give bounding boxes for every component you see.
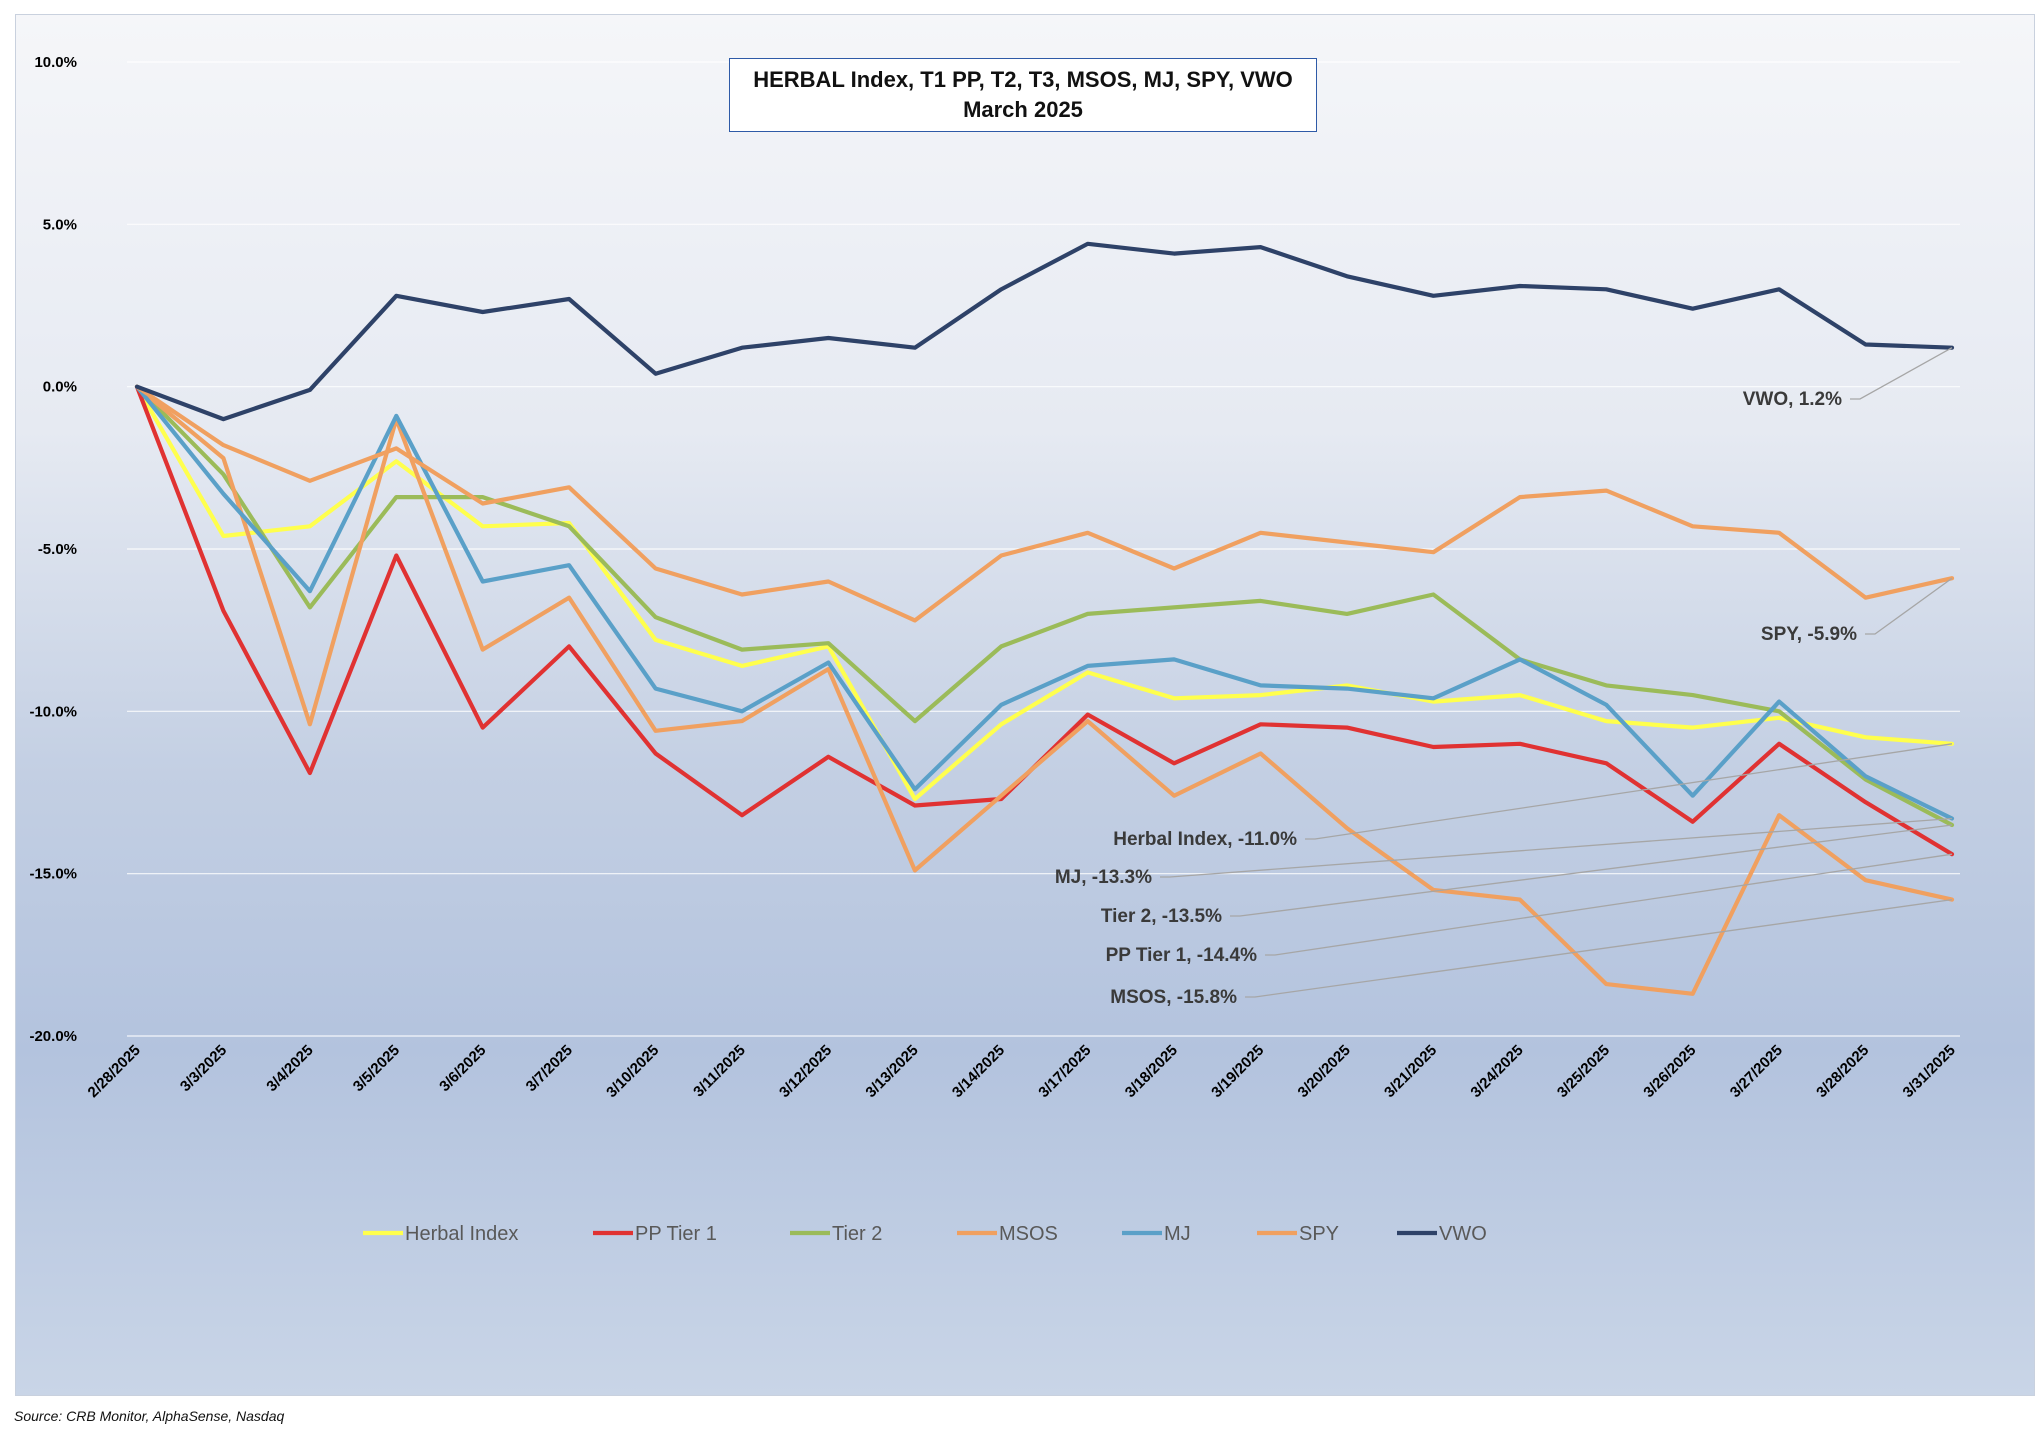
x-tick-label: 3/6/2025 xyxy=(436,1042,489,1095)
x-tick-label: 3/18/2025 xyxy=(1122,1042,1181,1101)
x-tick-label: 3/3/2025 xyxy=(177,1042,230,1095)
x-tick-label: 3/5/2025 xyxy=(350,1042,403,1095)
series-line-msos xyxy=(134,384,1955,996)
source-note: Source: CRB Monitor, AlphaSense, Nasdaq xyxy=(14,1408,285,1424)
chart-title: HERBAL Index, T1 PP, T2, T3, MSOS, MJ, S… xyxy=(753,67,1293,92)
y-tick-label: 0.0% xyxy=(43,379,77,396)
x-tick-label: 3/19/2025 xyxy=(1208,1042,1267,1101)
x-tick-label: 3/12/2025 xyxy=(776,1042,835,1101)
x-tick-label: 3/27/2025 xyxy=(1727,1042,1786,1101)
gridlines xyxy=(127,61,1960,1037)
chart-subtitle: March 2025 xyxy=(963,97,1083,122)
leader-line xyxy=(1305,743,1953,840)
legend: Herbal Index PP Tier 1 Tier 2 MSOS MJ SPY VWO xyxy=(363,1223,1487,1245)
y-tick-label: 10.0% xyxy=(34,54,77,71)
legend-label: SPY xyxy=(1299,1223,1339,1245)
legend-label: MJ xyxy=(1164,1223,1191,1245)
data-label: SPY, -5.9% xyxy=(1761,624,1857,645)
chart-area xyxy=(15,14,2035,1396)
chart-title-box: HERBAL Index, T1 PP, T2, T3, MSOS, MJ, S… xyxy=(729,58,1317,132)
series-line-mj xyxy=(134,384,1955,821)
series-line-spy xyxy=(134,384,1955,623)
x-tick-label: 3/17/2025 xyxy=(1035,1042,1094,1101)
legend-label: MSOS xyxy=(999,1223,1058,1245)
x-tick-label: 2/28/2025 xyxy=(85,1042,144,1101)
data-label: Herbal Index, -11.0% xyxy=(1113,829,1297,850)
series-line-herbal-index xyxy=(134,384,1955,802)
leader-line xyxy=(1245,898,1953,998)
data-label: Tier 2, -13.5% xyxy=(1101,906,1222,927)
x-tick-label: 3/13/2025 xyxy=(862,1042,921,1101)
x-tick-label: 3/21/2025 xyxy=(1381,1042,1440,1101)
data-label: PP Tier 1, -14.4% xyxy=(1106,945,1257,966)
callout-labels: VWO, 1.2% SPY, -5.9% Herbal Index, -11.0% M… xyxy=(1055,389,1857,1008)
y-tick-label: -10.0% xyxy=(29,703,77,720)
x-tick-label: 3/24/2025 xyxy=(1467,1042,1526,1101)
x-tick-label: 3/25/2025 xyxy=(1554,1042,1613,1101)
y-tick-label: -5.0% xyxy=(38,541,77,558)
legend-label: VWO xyxy=(1439,1223,1487,1245)
x-tick-label: 3/11/2025 xyxy=(690,1042,749,1101)
x-tick-label: 3/28/2025 xyxy=(1813,1042,1872,1101)
x-tick-label: 3/31/2025 xyxy=(1900,1042,1959,1101)
legend-label: PP Tier 1 xyxy=(635,1223,717,1245)
y-tick-label: -15.0% xyxy=(29,866,77,883)
leader-line xyxy=(1265,853,1953,956)
x-tick-label: 3/14/2025 xyxy=(949,1042,1008,1101)
x-tick-label: 3/10/2025 xyxy=(603,1042,662,1101)
leader-line xyxy=(1865,577,1953,635)
leader-line xyxy=(1230,824,1953,917)
series-lines xyxy=(134,241,1955,996)
y-tick-label: -20.0% xyxy=(29,1028,77,1045)
data-label: MJ, -13.3% xyxy=(1055,867,1152,888)
data-label: MSOS, -15.8% xyxy=(1110,987,1237,1008)
leader-line xyxy=(1850,347,1953,400)
x-tick-label: 3/4/2025 xyxy=(263,1042,316,1095)
callout-leaders xyxy=(1160,347,1953,998)
leader-line xyxy=(1160,817,1953,878)
y-tick-label: 5.0% xyxy=(43,216,77,233)
x-tick-label: 3/26/2025 xyxy=(1640,1042,1699,1101)
legend-label: Herbal Index xyxy=(405,1223,518,1245)
data-label: VWO, 1.2% xyxy=(1743,389,1842,410)
legend-label: Tier 2 xyxy=(832,1223,882,1245)
series-line-vwo xyxy=(134,241,1955,422)
x-tick-label: 3/20/2025 xyxy=(1295,1042,1354,1101)
y-axis-ticks: 10.0% 5.0% 0.0% -5.0% -10.0% -15.0% -20.0% xyxy=(29,54,77,1045)
x-axis-ticks: 2/28/2025 3/3/2025 3/4/2025 3/5/2025 3/6/202… xyxy=(85,1042,1959,1101)
x-tick-label: 3/7/2025 xyxy=(523,1042,576,1095)
